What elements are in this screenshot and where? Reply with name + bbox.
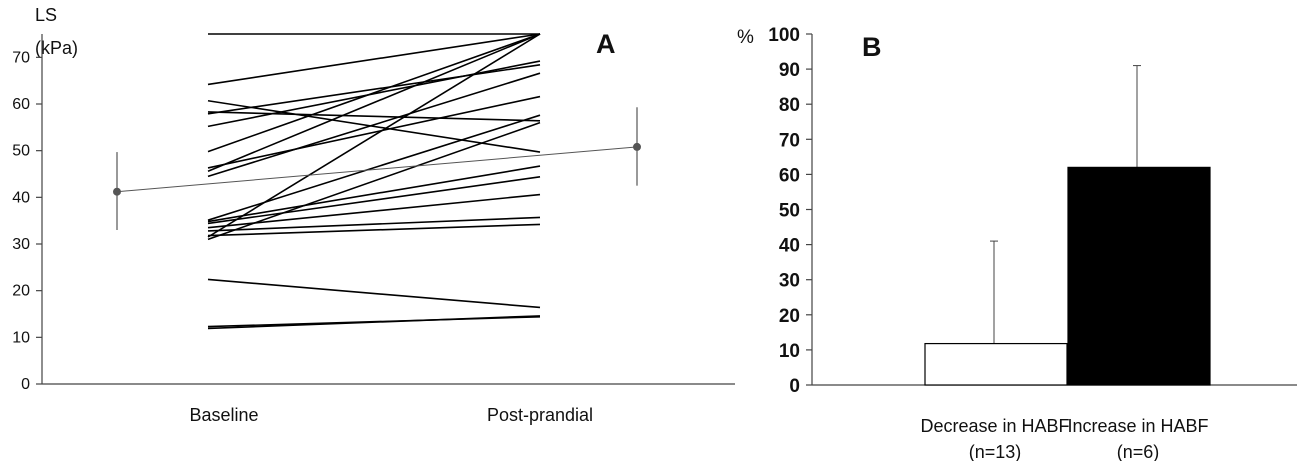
- panel-b-label: B: [862, 32, 882, 62]
- panel-a-subject-line: [207, 60, 541, 128]
- panel-b-y-tick-label: 100: [768, 25, 800, 46]
- panel-a-y-tick-label: 10: [12, 329, 30, 346]
- panel-a-subject-line: [207, 33, 541, 153]
- panel-b-category-label: Increase in HABF: [1067, 416, 1208, 436]
- panel-a-subject-line: [207, 114, 541, 221]
- panel-a-category-label: Post-prandial: [487, 405, 593, 425]
- panel-b-y-tick-label: 60: [779, 165, 800, 186]
- panel-b-y-tick-label: 10: [779, 341, 800, 362]
- panel-a-subject-line: [207, 111, 541, 122]
- panel-b-y-tick-label: 30: [779, 271, 800, 292]
- panel-b-category-labels: Decrease in HABF (n=13) Increase in HABF (n…: [920, 416, 1208, 461]
- panel-a-subject-line: [207, 278, 541, 309]
- panel-a-y-ticks: 0 10 20 30 40 50 60 70: [12, 49, 42, 393]
- panel-b-y-tick-label: 80: [779, 95, 800, 116]
- panel-a-category-label: Baseline: [189, 405, 258, 425]
- panel-b-chart: % B 0 10 20 30 40 50 60 70 80 90 100 Decrease in H…: [737, 25, 1297, 461]
- panel-a-subject-line: [207, 216, 541, 232]
- panel-a-subject-line: [207, 176, 541, 225]
- panel-a-subject-line: [207, 72, 541, 178]
- panel-b-y-tick-label: 50: [779, 201, 800, 222]
- panel-a-subject-line: [207, 33, 541, 238]
- panel-a-y-tick-label: 60: [12, 96, 30, 113]
- panel-b-category-label: Decrease in HABF: [920, 416, 1069, 436]
- panel-b-ylabel: %: [737, 27, 754, 48]
- panel-a-subject-line: [207, 33, 541, 86]
- panel-a-subject-line: [207, 64, 541, 115]
- panel-a-subject-line: [207, 121, 541, 241]
- panel-b-y-tick-label: 20: [779, 306, 800, 327]
- panel-a-y-tick-label: 50: [12, 143, 30, 160]
- panel-a-mean-series: [113, 107, 641, 230]
- panel-a-subject-line: [207, 95, 541, 169]
- panel-a-y-tick-label: 70: [12, 49, 30, 66]
- panel-a-category-labels: Baseline Post-prandial: [189, 405, 593, 425]
- panel-b-category-n: (n=6): [1117, 442, 1160, 461]
- panel-a-ylabel-line1: LS: [35, 5, 57, 25]
- panel-a-subject-line: [207, 165, 541, 223]
- panel-a-y-tick-label: 0: [21, 376, 30, 393]
- panel-b-category-n: (n=13): [969, 442, 1022, 461]
- panel-a-label: A: [596, 29, 616, 59]
- panel-a-subject-line: [207, 33, 541, 172]
- panel-a-chart: LS (kPa) A 0 10 20 30 40 50 60 70 Baseline Post-…: [12, 5, 735, 425]
- panel-a-individual-lines: [207, 33, 541, 330]
- panel-a-subject-line: [207, 315, 541, 330]
- panel-b-y-ticks: 0 10 20 30 40 50 60 70 80 90 100: [768, 25, 812, 397]
- panel-b-y-tick-label: 0: [789, 376, 800, 397]
- panel-b-y-tick-label: 40: [779, 236, 800, 257]
- panel-a-y-tick-label: 20: [12, 283, 30, 300]
- panel-a-subject-line: [207, 99, 541, 153]
- panel-b-bar: [924, 342, 1068, 386]
- panel-b-y-tick-label: 70: [779, 130, 800, 151]
- panel-b-bar: [1067, 166, 1211, 386]
- panel-a-y-tick-label: 40: [12, 189, 30, 206]
- panel-a-y-tick-label: 30: [12, 236, 30, 253]
- panel-a-ylabel-line2: (kPa): [35, 38, 78, 58]
- panel-a-mean-point: [113, 187, 121, 196]
- panel-a-subject-line: [207, 223, 541, 237]
- panel-a-subject-line: [207, 193, 541, 229]
- panel-b-bars: [924, 65, 1211, 386]
- panel-a-mean-point: [633, 142, 641, 151]
- panel-b-y-tick-label: 90: [779, 60, 800, 81]
- panel-a-mean-line: [116, 146, 638, 193]
